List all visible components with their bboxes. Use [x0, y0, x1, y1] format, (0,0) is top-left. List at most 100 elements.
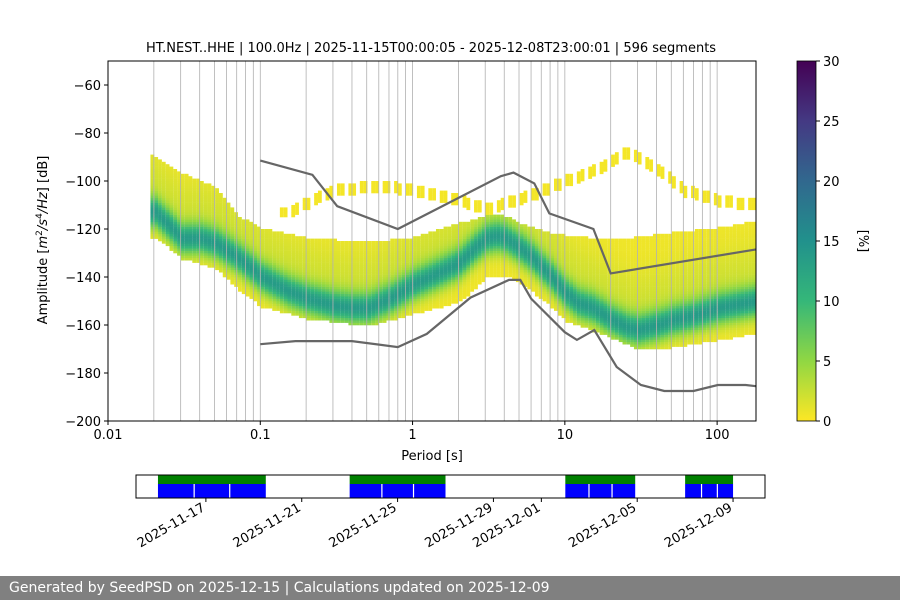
- psd-cell: [340, 274, 345, 278]
- psd-cell: [367, 245, 372, 249]
- psd-cell: [234, 226, 239, 230]
- psd-cell: [512, 224, 516, 227]
- psd-cell: [401, 262, 406, 266]
- psd-cell: [485, 253, 490, 256]
- psd-cell: [215, 233, 219, 237]
- psd-cell: [599, 291, 604, 295]
- psd-cell: [641, 327, 646, 331]
- psd-cell: [158, 202, 162, 206]
- psd-cell: [249, 238, 254, 242]
- psd-cell: [462, 238, 467, 242]
- psd-cell: [336, 303, 341, 307]
- psd-cell: [340, 241, 345, 244]
- psd-cell: [614, 262, 619, 266]
- psd-cell: [340, 293, 345, 297]
- psd-cell: [333, 277, 337, 280]
- psd-cell: [633, 325, 638, 328]
- psd-cell: [363, 181, 368, 184]
- psd-cell: [207, 236, 212, 239]
- psd-cell: [196, 207, 200, 211]
- psd-cell: [409, 305, 414, 309]
- psd-cell: [336, 190, 341, 194]
- psd-cell: [466, 221, 471, 225]
- psd-cell: [660, 289, 665, 292]
- psd-cell: [306, 298, 311, 302]
- psd-cell: [649, 267, 653, 271]
- psd-cell: [196, 209, 200, 213]
- psd-cell: [397, 241, 402, 244]
- psd-cell: [637, 320, 642, 323]
- psd-cell: [485, 231, 490, 235]
- psd-cell: [211, 190, 216, 194]
- psd-cell: [637, 289, 642, 292]
- psd-cell: [359, 181, 364, 184]
- psd-cell: [196, 205, 200, 208]
- psd-cell: [592, 296, 596, 299]
- psd-cell: [557, 236, 562, 239]
- psd-cell: [295, 310, 299, 314]
- psd-cell: [470, 250, 475, 254]
- psd-cell: [451, 296, 456, 299]
- psd-cell: [435, 231, 440, 235]
- psd-cell: [329, 274, 334, 278]
- psd-cell: [409, 277, 414, 280]
- psd-cell: [580, 178, 585, 182]
- psd-cell: [550, 260, 554, 263]
- psd-cell: [633, 334, 638, 338]
- psd-cell: [203, 262, 208, 266]
- psd-cell: [664, 272, 669, 275]
- psd-cell: [165, 226, 170, 230]
- psd-cell: [592, 279, 596, 283]
- psd-cell: [257, 233, 261, 237]
- psd-cell: [576, 272, 581, 275]
- psd-cell: [489, 260, 494, 263]
- psd-cell: [645, 346, 650, 350]
- psd-cell: [238, 260, 242, 263]
- psd-cell: [371, 255, 376, 259]
- psd-cell: [531, 265, 535, 268]
- psd-cell: [203, 248, 208, 251]
- psd-cell: [474, 267, 478, 271]
- psd-cell: [592, 274, 596, 278]
- psd-cell: [458, 281, 463, 285]
- psd-cell: [188, 238, 193, 242]
- psd-cell: [656, 315, 661, 319]
- psd-cell: [557, 284, 562, 287]
- psd-cell: [215, 212, 219, 215]
- psd-cell: [184, 217, 189, 220]
- psd-cell: [443, 284, 448, 287]
- psd-cell: [268, 236, 273, 239]
- psd-cell: [477, 243, 482, 247]
- psd-cell: [603, 265, 608, 268]
- psd-cell: [188, 190, 193, 194]
- psd-cell: [664, 281, 669, 285]
- psd-cell: [470, 267, 475, 271]
- psd-cell: [375, 291, 379, 295]
- psd-cell: [356, 317, 360, 321]
- psd-cell: [196, 190, 200, 194]
- psd-cell: [569, 289, 574, 292]
- psd-cell: [279, 207, 284, 211]
- psd-cell: [226, 219, 231, 223]
- psd-cell: [192, 245, 197, 249]
- psd-cell: [241, 274, 246, 278]
- psd-cell: [196, 181, 200, 184]
- psd-cell: [276, 289, 280, 292]
- psd-cell: [367, 322, 372, 326]
- psd-cell: [607, 245, 612, 249]
- psd-cell: [550, 236, 554, 239]
- psd-cell: [580, 289, 585, 292]
- psd-cell: [336, 255, 341, 259]
- psd-cell: [603, 169, 608, 172]
- psd-cell: [481, 267, 486, 271]
- psd-cell: [652, 260, 657, 263]
- psd-cell: [356, 296, 360, 299]
- psd-cell: [344, 245, 349, 249]
- psd-cell: [664, 303, 669, 307]
- psd-cell: [435, 265, 440, 268]
- psd-cell: [622, 315, 627, 319]
- psd-cell: [199, 262, 204, 266]
- psd-cell: [386, 243, 391, 247]
- psd-cell: [626, 241, 631, 244]
- psd-cell: [512, 243, 516, 247]
